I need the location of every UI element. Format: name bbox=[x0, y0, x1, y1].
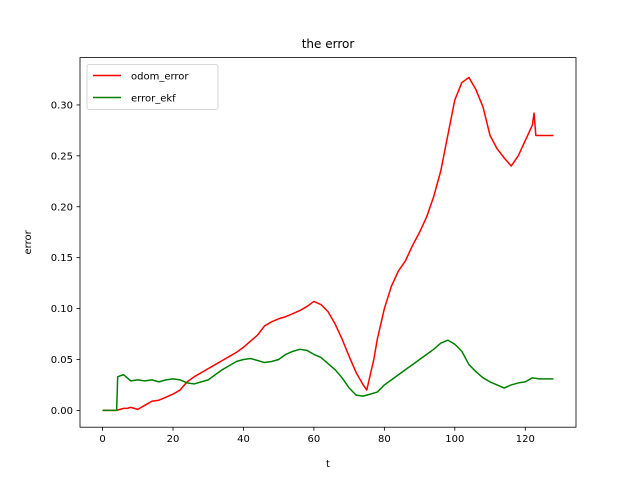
legend: odom_error error_ekf bbox=[86, 64, 219, 110]
x-tick-label: 80 bbox=[378, 434, 391, 445]
y-axis-ticks: 0.00 0.05 0.10 0.15 0.20 0.25 0.30 bbox=[51, 100, 80, 417]
legend-label-odom-error: odom_error bbox=[131, 72, 189, 83]
x-tick-label: 20 bbox=[167, 434, 180, 445]
chart-title: the error bbox=[302, 37, 355, 51]
y-tick-label: 0.05 bbox=[51, 355, 73, 366]
y-tick-label: 0.15 bbox=[51, 253, 73, 264]
y-tick-label: 0.25 bbox=[51, 151, 73, 162]
y-tick-label: 0.00 bbox=[51, 406, 73, 417]
x-tick-label: 0 bbox=[99, 434, 105, 445]
axes-frame bbox=[79, 57, 577, 428]
y-axis-label: error bbox=[23, 229, 34, 254]
legend-label-error-ekf: error_ekf bbox=[131, 94, 176, 105]
y-tick-label: 0.30 bbox=[51, 100, 73, 111]
x-tick-label: 100 bbox=[445, 434, 464, 445]
series-line-odom-error bbox=[102, 76, 554, 412]
plot-lines bbox=[102, 76, 554, 412]
y-tick-label: 0.10 bbox=[51, 304, 73, 315]
series-line-error-ekf bbox=[102, 339, 554, 412]
x-tick-label: 120 bbox=[516, 434, 535, 445]
x-tick-label: 60 bbox=[308, 434, 321, 445]
x-axis-ticks: 0 20 40 60 80 100 120 bbox=[99, 427, 535, 445]
x-axis-label: t bbox=[326, 459, 330, 470]
x-tick-label: 40 bbox=[237, 434, 250, 445]
y-tick-label: 0.20 bbox=[51, 202, 73, 213]
